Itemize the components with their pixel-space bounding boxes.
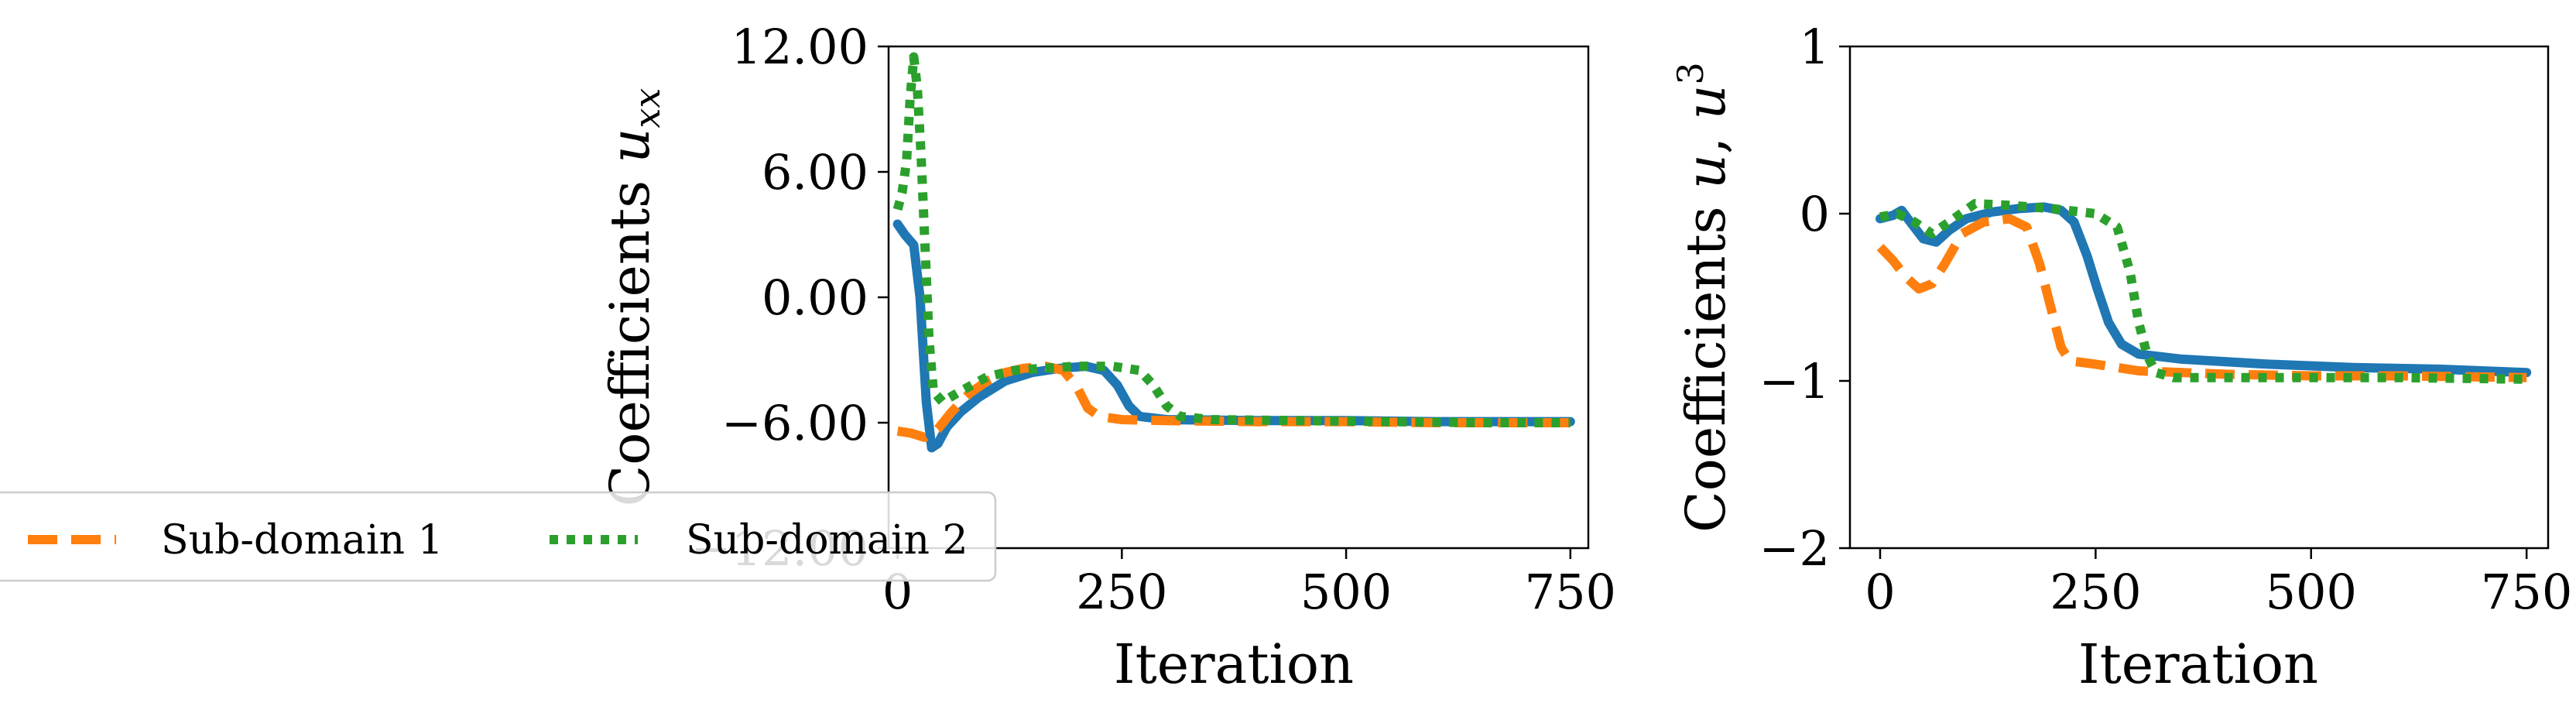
series-line-sub-domain-1 [1876, 214, 2527, 382]
y-tick-label: −6.00 [721, 395, 868, 451]
y-tick-label: −2 [1759, 520, 1830, 577]
y-axis-label-var-u: u [1674, 154, 1738, 189]
y-tick-label: 0 [1800, 186, 1830, 242]
y-axis-label-sub: xx [626, 88, 668, 129]
x-tick-label: 750 [1525, 564, 1616, 620]
legend-label-sub-domain-2: Sub-domain 2 [686, 517, 968, 564]
y-axis-label-exponent: 3 [1670, 62, 1711, 84]
x-tick-label: 500 [2266, 564, 2357, 620]
legend-box [0, 491, 997, 582]
y-axis-label: Coefficients u, u3 [1670, 62, 1738, 533]
x-tick-label: 500 [1300, 564, 1392, 620]
x-tick-label: 750 [2481, 564, 2572, 620]
plot-frame [887, 45, 1590, 550]
y-ticks: 1 0 −1 −2 [1759, 19, 1850, 577]
y-tick-label: 6.00 [762, 144, 868, 201]
series-line-sub-domain-1 [896, 362, 1571, 442]
series-line-main [892, 219, 1575, 453]
x-ticks: 0 250 500 750 [882, 548, 1616, 620]
series-line-sub-domain-2 [1879, 199, 2527, 384]
x-tick-label: 250 [2050, 564, 2141, 620]
legend-label-sub-domain-1: Sub-domain 1 [161, 517, 444, 564]
chart-coefficients-u-u3: 0 250 500 750 1 0 −1 −2 Iteration Coefficients… [1670, 19, 2572, 696]
x-axis-label: Iteration [1114, 633, 1354, 696]
series-line-main [1875, 202, 2532, 378]
y-axis-label-var: u [598, 129, 662, 163]
y-tick-label: 1 [1800, 19, 1830, 75]
y-tick-label: 12.00 [731, 19, 869, 75]
series-line-sub-domain-2 [892, 52, 1571, 427]
x-ticks: 0 250 500 750 [1865, 548, 2572, 620]
y-axis-label-var-u3: u [1674, 84, 1738, 119]
y-tick-label: −1 [1759, 353, 1830, 410]
y-tick-label: 0.00 [762, 269, 868, 326]
series-group [1875, 199, 2532, 384]
x-tick-label: 0 [1865, 564, 1895, 620]
y-axis-label: Coefficients uxx [598, 88, 668, 507]
plot-frame [1848, 45, 2550, 550]
x-axis-label: Iteration [2078, 633, 2318, 696]
x-tick-label: 250 [1076, 564, 1167, 620]
series-group [892, 52, 1575, 453]
legend: Sub-domain 1 Sub-domain 2 [0, 491, 997, 582]
